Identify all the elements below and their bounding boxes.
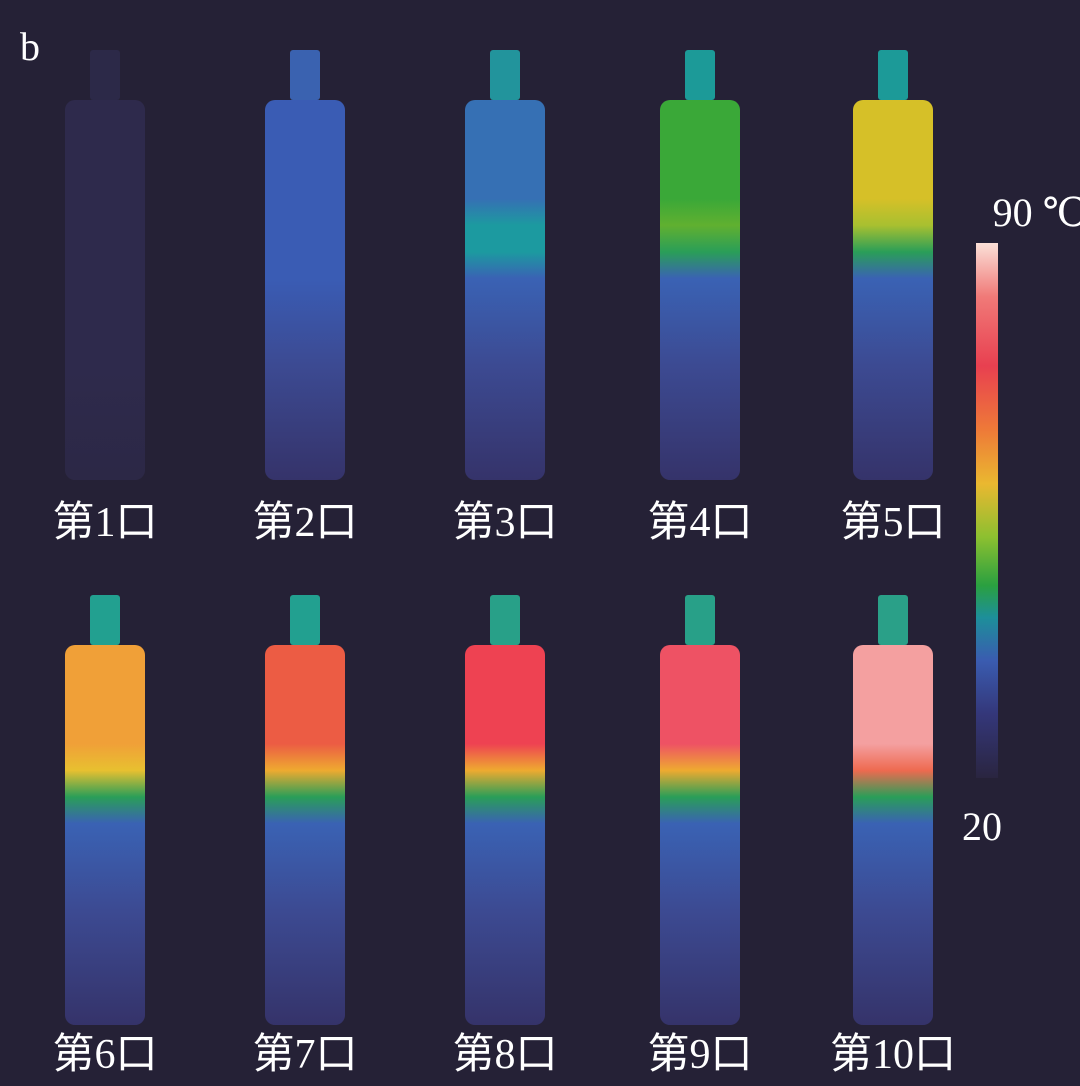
image-label: 第4口 (647, 500, 752, 546)
colorbar-min-label: 20 (962, 804, 1002, 849)
cigarette-body (465, 100, 545, 480)
filter (290, 595, 320, 645)
thermal-image: 第7口 (252, 595, 358, 1078)
thermal-image: 第8口 (452, 595, 558, 1078)
image-label: 第2口 (252, 500, 357, 546)
filter (90, 50, 120, 100)
filter (490, 595, 520, 645)
cigarette-body (660, 100, 740, 480)
image-label: 第9口 (647, 1032, 752, 1078)
thermal-image: 第5口 (840, 50, 946, 546)
image-label: 第5口 (840, 500, 945, 546)
thermal-image: 第9口 (647, 595, 753, 1078)
cigarette-body (853, 645, 933, 1025)
filter (90, 595, 120, 645)
cigarette-body (65, 100, 145, 480)
cigarette-body (853, 100, 933, 480)
thermal-image: 第1口 (52, 50, 158, 546)
image-label: 第1口 (52, 500, 157, 546)
cigarette-body (265, 645, 345, 1025)
cigarette-body (265, 100, 345, 480)
thermal-image: 第10口 (830, 595, 956, 1078)
cigarette-body (65, 645, 145, 1025)
image-label: 第8口 (452, 1032, 557, 1078)
thermal-image: 第6口 (52, 595, 158, 1078)
image-label: 第7口 (252, 1032, 357, 1078)
filter (290, 50, 320, 100)
thermal-image: 第3口 (452, 50, 558, 546)
filter (685, 595, 715, 645)
colorbar (976, 243, 998, 778)
filter (878, 50, 908, 100)
thermal-image: 第4口 (647, 50, 753, 546)
image-label: 第3口 (452, 500, 557, 546)
cigarette-body (660, 645, 740, 1025)
filter (685, 50, 715, 100)
filter (878, 595, 908, 645)
colorbar-max-label: 90 ℃ (993, 190, 1080, 235)
filter (490, 50, 520, 100)
panel-label: b (20, 24, 40, 69)
thermal-image: 第2口 (252, 50, 358, 546)
image-label: 第6口 (52, 1032, 157, 1078)
cigarette-body (465, 645, 545, 1025)
image-label: 第10口 (830, 1032, 956, 1078)
